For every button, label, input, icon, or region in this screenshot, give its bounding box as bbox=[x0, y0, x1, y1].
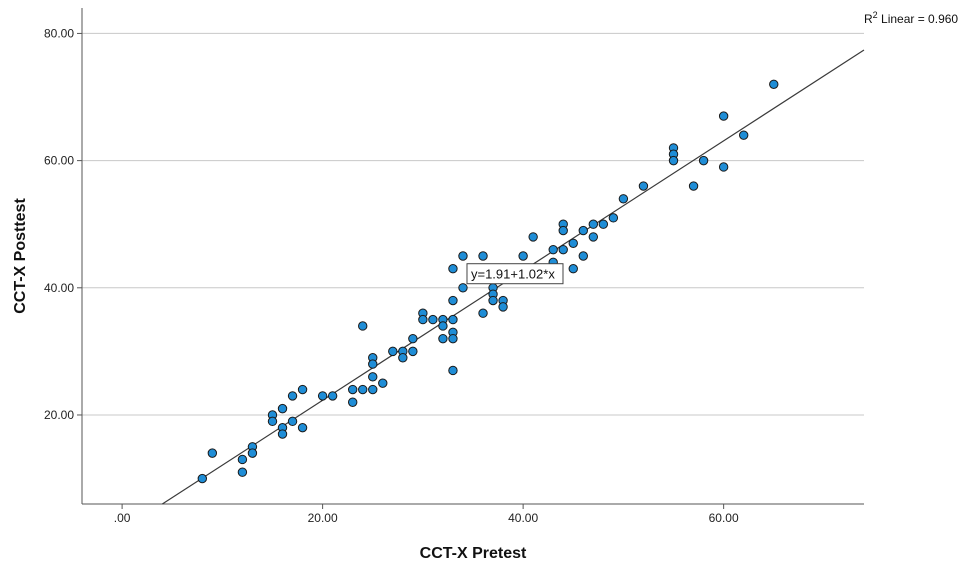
data-point-59 bbox=[568, 238, 578, 248]
data-point-16 bbox=[327, 391, 338, 401]
data-point-13 bbox=[297, 384, 308, 395]
data-point-41 bbox=[448, 333, 458, 344]
data-point-36 bbox=[438, 333, 448, 344]
x-tick-label-0: .00 bbox=[114, 511, 131, 525]
data-point-72 bbox=[688, 181, 699, 191]
data-point-1 bbox=[207, 448, 218, 458]
data-point-58 bbox=[558, 244, 568, 255]
data-point-8 bbox=[277, 403, 288, 414]
data-point-49 bbox=[488, 295, 498, 306]
data-point-14 bbox=[297, 422, 308, 433]
data-point-73 bbox=[698, 155, 709, 166]
data-point-18 bbox=[347, 397, 358, 407]
data-point-74 bbox=[718, 111, 729, 121]
data-point-53 bbox=[528, 232, 538, 242]
data-point-65 bbox=[598, 219, 609, 229]
data-point-2 bbox=[237, 454, 248, 465]
data-point-43 bbox=[458, 251, 468, 261]
data-point-62 bbox=[578, 251, 588, 261]
data-point-24 bbox=[368, 384, 378, 395]
data-point-7 bbox=[267, 416, 278, 427]
r2-superscript: 2 bbox=[873, 10, 878, 20]
r2-label: R2 Linear = 0.960 bbox=[864, 10, 958, 26]
equation-text: y=1.91+1.02*x bbox=[471, 267, 555, 282]
data-point-44 bbox=[458, 283, 468, 293]
data-point-42 bbox=[448, 365, 458, 376]
data-point-66 bbox=[608, 213, 619, 223]
data-point-11 bbox=[287, 391, 298, 401]
data-point-77 bbox=[769, 79, 779, 90]
y-tick-label-0: 20.00 bbox=[44, 408, 74, 422]
data-point-30 bbox=[408, 346, 418, 357]
data-point-39 bbox=[448, 314, 458, 325]
data-point-71 bbox=[668, 155, 679, 166]
r2-prefix: R bbox=[864, 12, 873, 26]
data-point-19 bbox=[358, 321, 368, 331]
data-point-57 bbox=[558, 225, 568, 236]
data-point-45 bbox=[478, 251, 488, 261]
data-point-61 bbox=[578, 225, 588, 236]
data-point-28 bbox=[398, 353, 408, 363]
data-point-54 bbox=[548, 244, 558, 255]
data-point-29 bbox=[408, 333, 418, 344]
data-point-68 bbox=[638, 181, 649, 191]
r2-value: Linear = 0.960 bbox=[878, 12, 959, 26]
data-point-60 bbox=[568, 264, 578, 274]
x-tick-label-1: 20.00 bbox=[308, 511, 338, 525]
equation-label: y=1.91+1.02*x bbox=[466, 263, 564, 285]
data-point-76 bbox=[738, 130, 749, 140]
data-point-63 bbox=[588, 219, 599, 229]
data-point-3 bbox=[237, 467, 248, 477]
data-point-67 bbox=[618, 194, 629, 204]
data-point-37 bbox=[448, 264, 458, 274]
data-point-64 bbox=[588, 232, 599, 242]
data-point-51 bbox=[498, 302, 508, 312]
data-point-20 bbox=[358, 384, 368, 395]
grid-lines bbox=[82, 32, 864, 416]
y-axis-ticks: 20.00 40.00 60.00 80.00 bbox=[44, 26, 82, 422]
data-points bbox=[197, 79, 779, 484]
data-point-12 bbox=[287, 416, 298, 427]
data-point-25 bbox=[378, 378, 388, 388]
x-axis-title: CCT-X Pretest bbox=[420, 545, 527, 562]
data-point-10 bbox=[277, 429, 288, 439]
y-axis-title: CCT-X Posttest bbox=[12, 198, 29, 314]
data-point-75 bbox=[718, 162, 729, 172]
data-point-22 bbox=[368, 359, 378, 369]
data-point-26 bbox=[388, 346, 398, 357]
data-point-15 bbox=[317, 391, 328, 401]
data-point-33 bbox=[428, 314, 438, 325]
x-tick-label-3: 60.00 bbox=[709, 511, 739, 525]
x-axis-ticks: .00 20.00 40.00 60.00 bbox=[114, 504, 739, 525]
y-tick-label-2: 60.00 bbox=[44, 154, 74, 168]
data-point-35 bbox=[438, 321, 448, 331]
data-point-5 bbox=[247, 448, 258, 458]
data-point-46 bbox=[478, 308, 488, 318]
y-tick-label-1: 40.00 bbox=[44, 281, 74, 295]
data-point-0 bbox=[197, 473, 208, 484]
equation-box bbox=[466, 263, 564, 285]
x-tick-label-2: 40.00 bbox=[508, 511, 538, 525]
data-point-32 bbox=[418, 314, 428, 325]
data-point-38 bbox=[448, 295, 458, 306]
data-point-17 bbox=[347, 384, 358, 395]
data-point-52 bbox=[518, 251, 528, 261]
data-point-23 bbox=[368, 372, 378, 382]
y-tick-label-3: 80.00 bbox=[44, 26, 74, 40]
